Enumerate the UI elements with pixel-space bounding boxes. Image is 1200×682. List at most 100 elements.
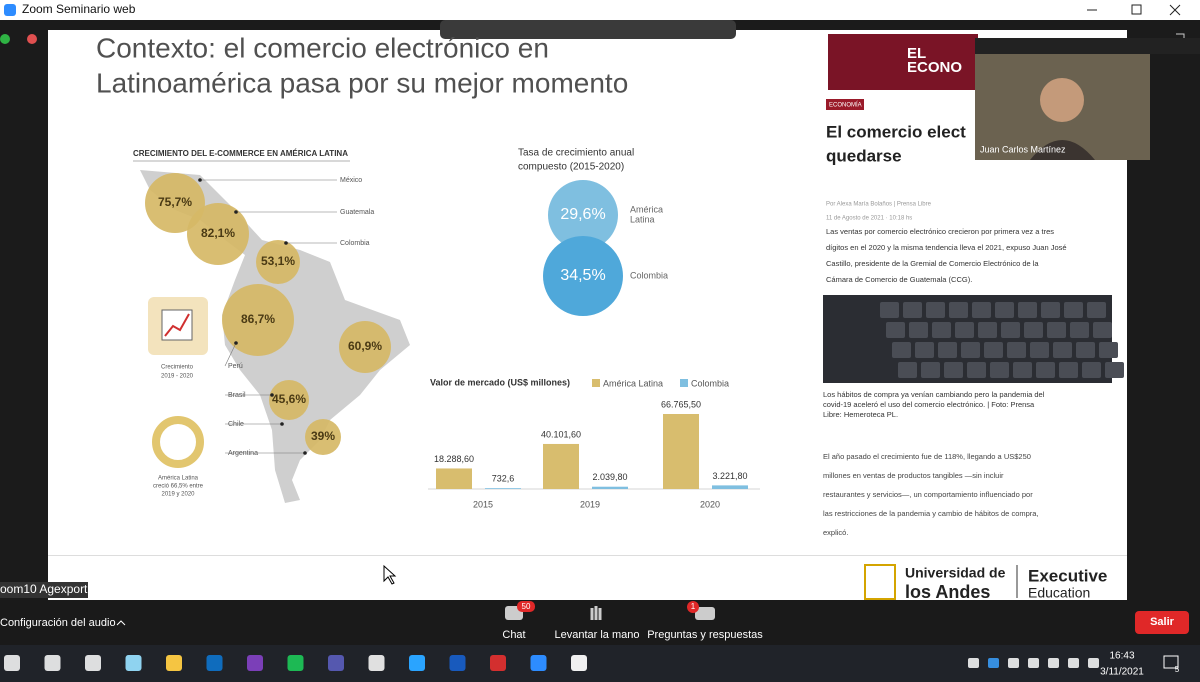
taskbar-app[interactable] [247, 655, 263, 671]
keyboard-key [949, 302, 968, 318]
keyboard-key [1105, 362, 1124, 378]
keyboard-key [1007, 342, 1026, 358]
growth-bubble-label: 39% [311, 429, 335, 443]
taskbar-app[interactable] [530, 655, 547, 671]
qa-button[interactable]: Preguntas y respuestas [647, 629, 763, 641]
maximize-button[interactable] [1131, 4, 1142, 15]
article-paragraph: Cámara de Comercio de Guatemala (CCG). [826, 275, 972, 284]
keyboard-key [1024, 322, 1043, 338]
participant-name: Juan Carlos Martínez [980, 144, 1066, 154]
video-toolbar[interactable] [975, 38, 1150, 54]
keyboard-key [1041, 302, 1060, 318]
bar-value-label: 2.039,80 [592, 472, 627, 482]
chat-button[interactable]: Chat [502, 629, 525, 641]
tray-icon[interactable] [1008, 658, 1019, 668]
article-headline: El comercio elect [826, 122, 966, 141]
qa-icon[interactable] [695, 607, 715, 620]
video-controls[interactable] [1140, 38, 1200, 54]
keyboard-key [944, 362, 963, 378]
growth-bubble-label: 75,7% [158, 195, 192, 209]
taskbar-app[interactable] [368, 655, 385, 671]
country-dot [198, 178, 202, 182]
keyboard-key [1059, 362, 1078, 378]
window-title: Zoom Seminario web [22, 2, 136, 16]
growth-bubble [305, 419, 341, 455]
donut [152, 416, 204, 468]
hand-icon[interactable] [590, 606, 602, 620]
bar [663, 414, 699, 489]
tray-icon[interactable] [988, 658, 999, 668]
growth-bubble-label: 60,9% [348, 339, 382, 353]
logo-unit: Executive [1028, 566, 1107, 585]
legend-label: América Latina [603, 378, 663, 388]
cagr-label: América [630, 204, 663, 214]
cagr-label: Colombia [630, 270, 668, 280]
country-dot [234, 341, 238, 345]
keyboard-key [1087, 302, 1106, 318]
keyboard-key [1047, 322, 1066, 338]
keyboard-key [1064, 302, 1083, 318]
security-icon[interactable] [0, 34, 10, 44]
app-icon [4, 4, 16, 16]
article-paragraph: Castillo, presidente de la Gremial de Co… [826, 259, 1039, 268]
raise-hand-button[interactable]: Levantar la mano [555, 629, 640, 641]
share-toolbar[interactable] [440, 20, 736, 39]
taskbar-app[interactable] [4, 655, 20, 671]
tray-icon[interactable] [1088, 658, 1099, 668]
cagr-title-line: Tasa de crecimiento anual [518, 148, 634, 159]
keyboard-key [1070, 322, 1089, 338]
tray-icon[interactable] [968, 658, 979, 668]
keyboard-key [1013, 362, 1032, 378]
taskbar-app[interactable] [490, 655, 506, 671]
country-label: Chile [228, 421, 244, 428]
taskbar-app[interactable] [409, 655, 425, 671]
keyboard-key [1018, 302, 1037, 318]
slide-divider [48, 555, 1127, 556]
keyboard-key [898, 362, 917, 378]
growth-bubbles: 75,7% 82,1% 53,1% 86,7% 60,9% 45,6% 39% México G… [145, 173, 391, 457]
leave-button-box[interactable] [1135, 611, 1189, 634]
taskbar-app[interactable] [44, 655, 61, 671]
taskbar-app[interactable] [85, 655, 101, 671]
keyboard-key [938, 342, 957, 358]
growth-bubble-label: 82,1% [201, 226, 235, 240]
tray-icon[interactable] [1048, 658, 1059, 668]
growth-bubble [187, 203, 249, 265]
country-dot [270, 393, 274, 397]
article-tag-box [826, 99, 864, 110]
keyboard-key [955, 322, 974, 338]
notification-icon[interactable] [1163, 655, 1179, 669]
article: El comercio elect quedarse Por Alexa María… [823, 122, 1067, 537]
leave-button[interactable]: Salir [1150, 616, 1175, 628]
x-tick-label: 2019 [580, 499, 600, 509]
taskbar-app[interactable] [125, 655, 142, 671]
country-dot [284, 241, 288, 245]
audio-caret[interactable] [116, 620, 126, 626]
country-dot [280, 422, 284, 426]
bar-value-label: 40.101,60 [541, 429, 581, 439]
tray-icon[interactable] [1068, 658, 1079, 668]
growth-icon-arrow [164, 313, 190, 337]
cagr-value: 34,5% [560, 267, 605, 284]
logo-university: Universidad de [905, 565, 1006, 581]
clock-date: 3/11/2021 [1100, 667, 1144, 678]
taskbar-app[interactable] [206, 655, 223, 671]
keyboard-key [1036, 362, 1055, 378]
taskbar-app[interactable] [287, 655, 304, 671]
legend-label: Colombia [691, 378, 729, 388]
taskbar-app[interactable] [449, 655, 466, 671]
tray-icon[interactable] [1028, 658, 1039, 668]
donut-caption-line: América Latina [158, 476, 199, 482]
infographic-heading: CRECIMIENTO DEL E-COMMERCE EN AMÉRICA LA… [133, 149, 348, 158]
audio-settings[interactable]: Configuración del audio [0, 617, 116, 629]
taskbar-app[interactable] [571, 655, 587, 671]
article-headline: quedarse [826, 146, 902, 165]
cagr-circle [548, 180, 618, 250]
keyboard-key [880, 302, 899, 318]
keyboard-key [932, 322, 951, 338]
bar-value-label: 18.288,60 [434, 454, 474, 464]
taskbar-app[interactable] [166, 655, 182, 671]
close-button[interactable] [1169, 4, 1181, 16]
taskbar-app[interactable] [328, 655, 344, 671]
